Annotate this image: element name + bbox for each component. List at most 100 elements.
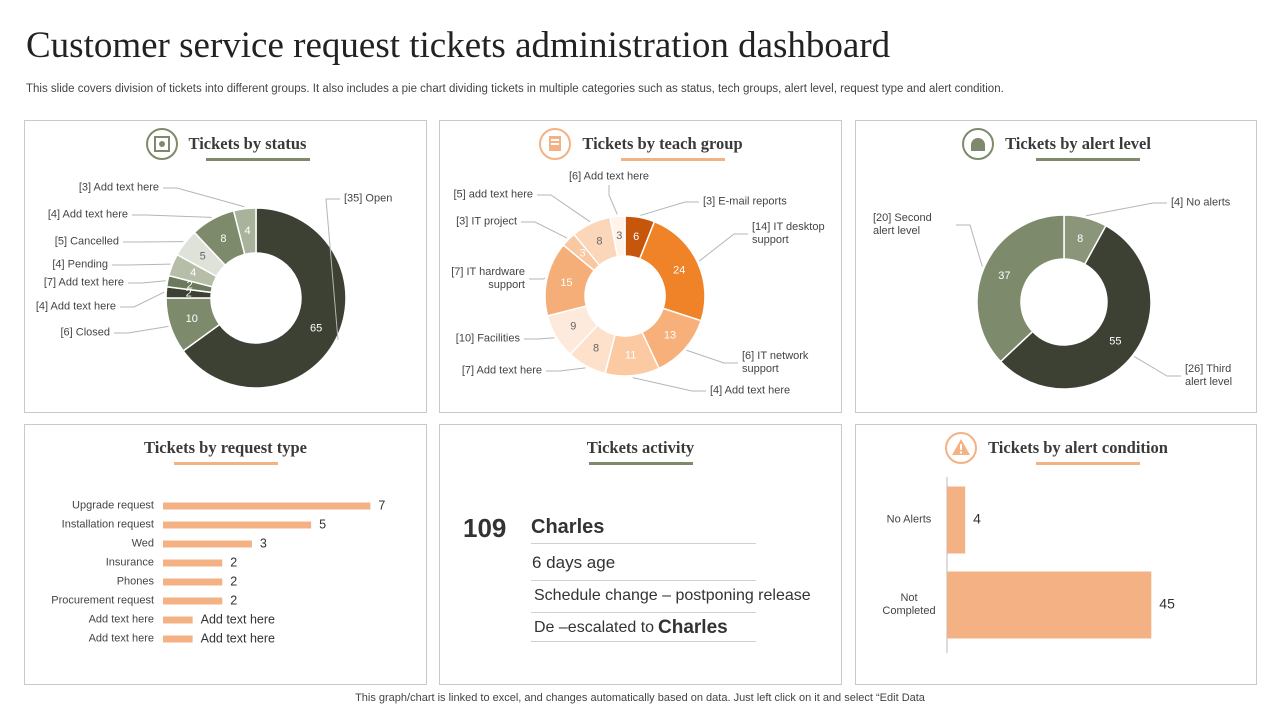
activity-count: 109 xyxy=(463,513,507,543)
leader-line xyxy=(132,214,212,218)
slice-category-label: [7] Add text here xyxy=(461,364,542,377)
slice-value-label: 2 xyxy=(187,279,193,291)
slice-value-label: 4 xyxy=(244,225,250,237)
slice-category-label: [7] Add text here xyxy=(43,276,124,289)
chart: 8 55 37 xyxy=(956,202,1181,390)
divider xyxy=(531,641,756,642)
slice-value-label: 8 xyxy=(220,233,226,245)
page-title: Customer service request tickets adminis… xyxy=(26,25,891,66)
bar-value-label: 5 xyxy=(319,517,326,531)
leader-line xyxy=(524,337,555,340)
icon xyxy=(539,128,572,160)
slice-value-label: 11 xyxy=(625,350,636,362)
bar-value-label: 2 xyxy=(230,574,237,588)
slice-value-label: 15 xyxy=(560,277,572,289)
icon xyxy=(945,432,978,464)
leader-line xyxy=(325,198,340,340)
leader-line xyxy=(698,233,748,262)
divider xyxy=(531,543,756,544)
leader-line xyxy=(120,291,165,308)
slice xyxy=(999,224,1152,390)
panel: Tickets activity 109 Charles 6 days age … xyxy=(439,424,842,685)
title-underline xyxy=(1036,462,1140,465)
leader-line xyxy=(114,325,169,334)
slice-category-label: [3] Add text here xyxy=(78,181,159,194)
leader-line xyxy=(608,185,618,215)
slice-value-label: 8 xyxy=(593,342,599,354)
bar-value-label: 45 xyxy=(1159,596,1175,612)
title-underline xyxy=(1036,158,1140,161)
leader-line xyxy=(640,201,699,216)
panel-title: Tickets activity xyxy=(586,438,695,457)
leader-line xyxy=(529,277,546,280)
category-label: Phones xyxy=(116,575,154,588)
slice-value-label: 5 xyxy=(200,251,206,263)
icon xyxy=(962,128,995,160)
activity-event: Schedule change – postponing release xyxy=(534,587,811,604)
panel: 7 5 3 2 2 2 Add text here Add text here Tickets… xyxy=(24,424,427,685)
chart: 4 45 xyxy=(946,477,1175,653)
page-subtitle: This slide covers division of tickets in… xyxy=(26,83,1004,95)
slice xyxy=(976,214,1065,363)
panel-header: Tickets by request type xyxy=(25,431,426,465)
slice-value-label: 3 xyxy=(616,230,622,242)
slice-value-label: 2 xyxy=(186,288,192,300)
leader-line xyxy=(686,349,738,364)
panel-header: Tickets by alert condition xyxy=(856,431,1256,465)
bar-value-label: Add text here xyxy=(201,612,275,626)
category-label: Wed xyxy=(131,537,154,550)
slice xyxy=(232,207,257,256)
category-label: Add text here xyxy=(88,613,154,626)
leader-line xyxy=(521,221,568,239)
slice-value-label: 55 xyxy=(1109,336,1121,348)
category-label: Upgrade request xyxy=(72,499,154,512)
slice-value-label: 65 xyxy=(310,323,322,335)
slice-category-label: [26] Third alert level xyxy=(1185,363,1233,388)
slice-category-label: [5] Cancelled xyxy=(54,235,119,248)
slice-value-label: 8 xyxy=(1077,233,1083,245)
panel-header: Tickets by teach group xyxy=(440,127,841,161)
leader-line xyxy=(546,367,586,372)
panel-header: Tickets by alert level xyxy=(856,127,1256,161)
slice-category-label: [5] add text here xyxy=(453,188,534,201)
slice xyxy=(609,215,626,258)
slice-category-label: [4] Add text here xyxy=(47,208,128,221)
title-underline xyxy=(205,158,310,161)
slice-value-label: 10 xyxy=(186,313,198,325)
bar xyxy=(163,559,223,567)
slice-category-label: [6] Add text here xyxy=(568,170,650,183)
slice-category-label: [14] IT desktop support xyxy=(752,221,825,246)
title-underline xyxy=(588,462,693,465)
bar xyxy=(163,578,223,586)
category-label: Not Completed xyxy=(882,592,936,617)
panel-header: Tickets by status xyxy=(25,127,426,161)
slice-value-label: 24 xyxy=(673,264,685,276)
activity-escalated-to: Charles xyxy=(658,617,728,638)
bar-value-label: 3 xyxy=(260,536,267,550)
bar xyxy=(163,616,193,624)
activity-escalation: De –escalated to xyxy=(534,619,655,636)
category-label: Add text here xyxy=(88,632,154,645)
leader-line xyxy=(163,187,245,208)
footer-note: This graph/chart is linked to excel, and… xyxy=(355,692,925,704)
icon xyxy=(145,128,178,160)
bar xyxy=(163,521,312,529)
slice-category-label: [6] IT network support xyxy=(742,350,809,375)
leader-line xyxy=(537,194,591,223)
panel-title: Tickets by alert condition xyxy=(988,438,1168,457)
title-underline xyxy=(173,462,278,465)
divider xyxy=(531,612,756,613)
panel: 4 45 Tickets by alert condition No Alerts… xyxy=(855,424,1257,685)
slice-value-label: 3 xyxy=(580,247,586,259)
bar xyxy=(163,502,371,510)
bar xyxy=(163,635,193,643)
panel: 8 55 37 Tickets by alert level [4] No aler… xyxy=(855,120,1257,413)
slice-category-label: [4] Add text here xyxy=(35,300,116,313)
slice-category-label: [6] Closed xyxy=(60,326,110,339)
slice-value-label: 8 xyxy=(596,236,602,248)
leader-line xyxy=(956,224,983,267)
leader-line xyxy=(128,280,166,284)
category-label: Installation request xyxy=(61,518,154,531)
slice-category-label: [4] Pending xyxy=(52,258,108,271)
bar-value-label: 2 xyxy=(230,555,237,569)
